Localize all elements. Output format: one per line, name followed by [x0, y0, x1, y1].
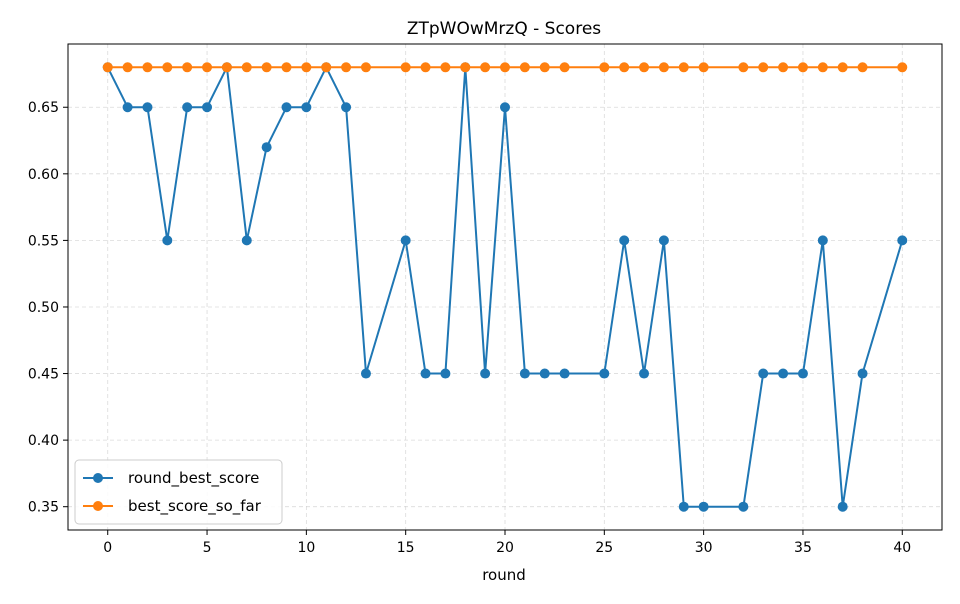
data-point-best-score-so-far: [698, 62, 709, 73]
data-point-round-best-score: [420, 368, 431, 379]
data-point-round-best-score: [857, 368, 868, 379]
data-point-best-score-so-far: [857, 62, 868, 73]
grid-layer: [68, 44, 942, 530]
data-point-best-score-so-far: [241, 62, 252, 73]
chart-title: ZTpWOwMrzQ - Scores: [407, 19, 601, 39]
legend-marker-round-best-score: [93, 473, 103, 483]
data-point-round-best-score: [559, 368, 570, 379]
data-point-best-score-so-far: [758, 62, 769, 73]
data-point-round-best-score: [797, 368, 808, 379]
data-point-round-best-score: [619, 235, 630, 246]
data-point-round-best-score: [241, 235, 252, 246]
data-point-round-best-score: [599, 368, 610, 379]
legend-label-best-score-so-far: best_score_so_far: [128, 497, 262, 516]
data-point-best-score-so-far: [817, 62, 828, 73]
data-point-round-best-score: [440, 368, 451, 379]
x-tick-label: 10: [297, 540, 315, 556]
data-point-best-score-so-far: [440, 62, 451, 73]
data-point-round-best-score: [698, 501, 709, 512]
data-point-best-score-so-far: [559, 62, 570, 73]
data-point-best-score-so-far: [480, 62, 491, 73]
x-axis-label: round: [482, 566, 526, 584]
data-point-round-best-score: [678, 501, 689, 512]
axis-layer: 0 5 10 15 20 25 30 35 40 0.35 0.40 0.45 0.50 0.55 0.60…: [28, 100, 911, 556]
y-tick-label: 0.65: [28, 100, 59, 116]
data-point-round-best-score: [281, 102, 292, 113]
data-point-best-score-so-far: [321, 62, 332, 73]
data-point-best-score-so-far: [778, 62, 789, 73]
data-point-round-best-score: [837, 501, 848, 512]
data-point-round-best-score: [539, 368, 550, 379]
data-point-round-best-score: [261, 142, 272, 153]
x-tick-label: 30: [695, 540, 713, 556]
x-tick-label: 0: [103, 540, 112, 556]
series-layer: [102, 62, 908, 512]
data-point-round-best-score: [897, 235, 908, 246]
data-point-round-best-score: [480, 368, 491, 379]
y-tick-label: 0.55: [28, 233, 59, 249]
data-point-best-score-so-far: [301, 62, 312, 73]
data-point-best-score-so-far: [202, 62, 213, 73]
data-point-best-score-so-far: [261, 62, 272, 73]
data-point-best-score-so-far: [599, 62, 610, 73]
data-point-best-score-so-far: [122, 62, 133, 73]
legend-label-round-best-score: round_best_score: [128, 469, 259, 488]
data-point-round-best-score: [360, 368, 371, 379]
data-point-round-best-score: [400, 235, 411, 246]
data-point-best-score-so-far: [341, 62, 352, 73]
data-point-best-score-so-far: [142, 62, 153, 73]
data-point-round-best-score: [500, 102, 510, 113]
x-tick-label: 25: [595, 540, 613, 556]
data-point-round-best-score: [738, 501, 749, 512]
data-point-round-best-score: [142, 102, 153, 113]
data-point-best-score-so-far: [420, 62, 431, 73]
y-tick-label: 0.45: [28, 367, 59, 383]
x-tick-label: 20: [496, 540, 514, 556]
data-point-best-score-so-far: [639, 62, 650, 73]
data-point-best-score-so-far: [162, 62, 173, 73]
legend: round_best_score best_score_so_far: [74, 459, 283, 525]
data-point-round-best-score: [519, 368, 530, 379]
y-tick-label: 0.35: [28, 500, 59, 516]
data-point-best-score-so-far: [400, 62, 411, 73]
data-point-best-score-so-far: [837, 62, 848, 73]
data-point-round-best-score: [817, 235, 828, 246]
data-point-round-best-score: [202, 102, 213, 113]
data-point-best-score-so-far: [500, 62, 510, 73]
data-point-best-score-so-far: [539, 62, 550, 73]
data-point-round-best-score: [778, 368, 789, 379]
data-point-best-score-so-far: [897, 62, 908, 73]
data-point-round-best-score: [341, 102, 352, 113]
data-point-round-best-score: [182, 102, 193, 113]
data-point-round-best-score: [301, 102, 312, 113]
y-tick-label: 0.50: [28, 300, 59, 316]
data-point-best-score-so-far: [102, 62, 113, 73]
data-point-round-best-score: [162, 235, 173, 246]
data-point-best-score-so-far: [281, 62, 292, 73]
x-tick-label: 5: [203, 540, 212, 556]
data-point-best-score-so-far: [797, 62, 808, 73]
data-point-round-best-score: [639, 368, 650, 379]
legend-marker-best-score-so-far: [93, 501, 103, 511]
data-point-best-score-so-far: [658, 62, 669, 73]
x-tick-label: 40: [893, 540, 911, 556]
data-point-best-score-so-far: [519, 62, 530, 73]
data-point-best-score-so-far: [221, 62, 232, 73]
data-point-best-score-so-far: [678, 62, 689, 73]
data-point-round-best-score: [758, 368, 769, 379]
y-tick-label: 0.60: [28, 167, 59, 183]
data-point-best-score-so-far: [182, 62, 193, 73]
data-point-best-score-so-far: [738, 62, 749, 73]
data-point-round-best-score: [658, 235, 669, 246]
x-tick-label: 15: [397, 540, 415, 556]
data-point-best-score-so-far: [619, 62, 630, 73]
x-tick-label: 35: [794, 540, 812, 556]
legend-box: [74, 459, 283, 525]
data-point-best-score-so-far: [460, 62, 471, 73]
data-point-best-score-so-far: [360, 62, 371, 73]
y-tick-label: 0.40: [28, 433, 59, 449]
data-point-round-best-score: [122, 102, 133, 113]
